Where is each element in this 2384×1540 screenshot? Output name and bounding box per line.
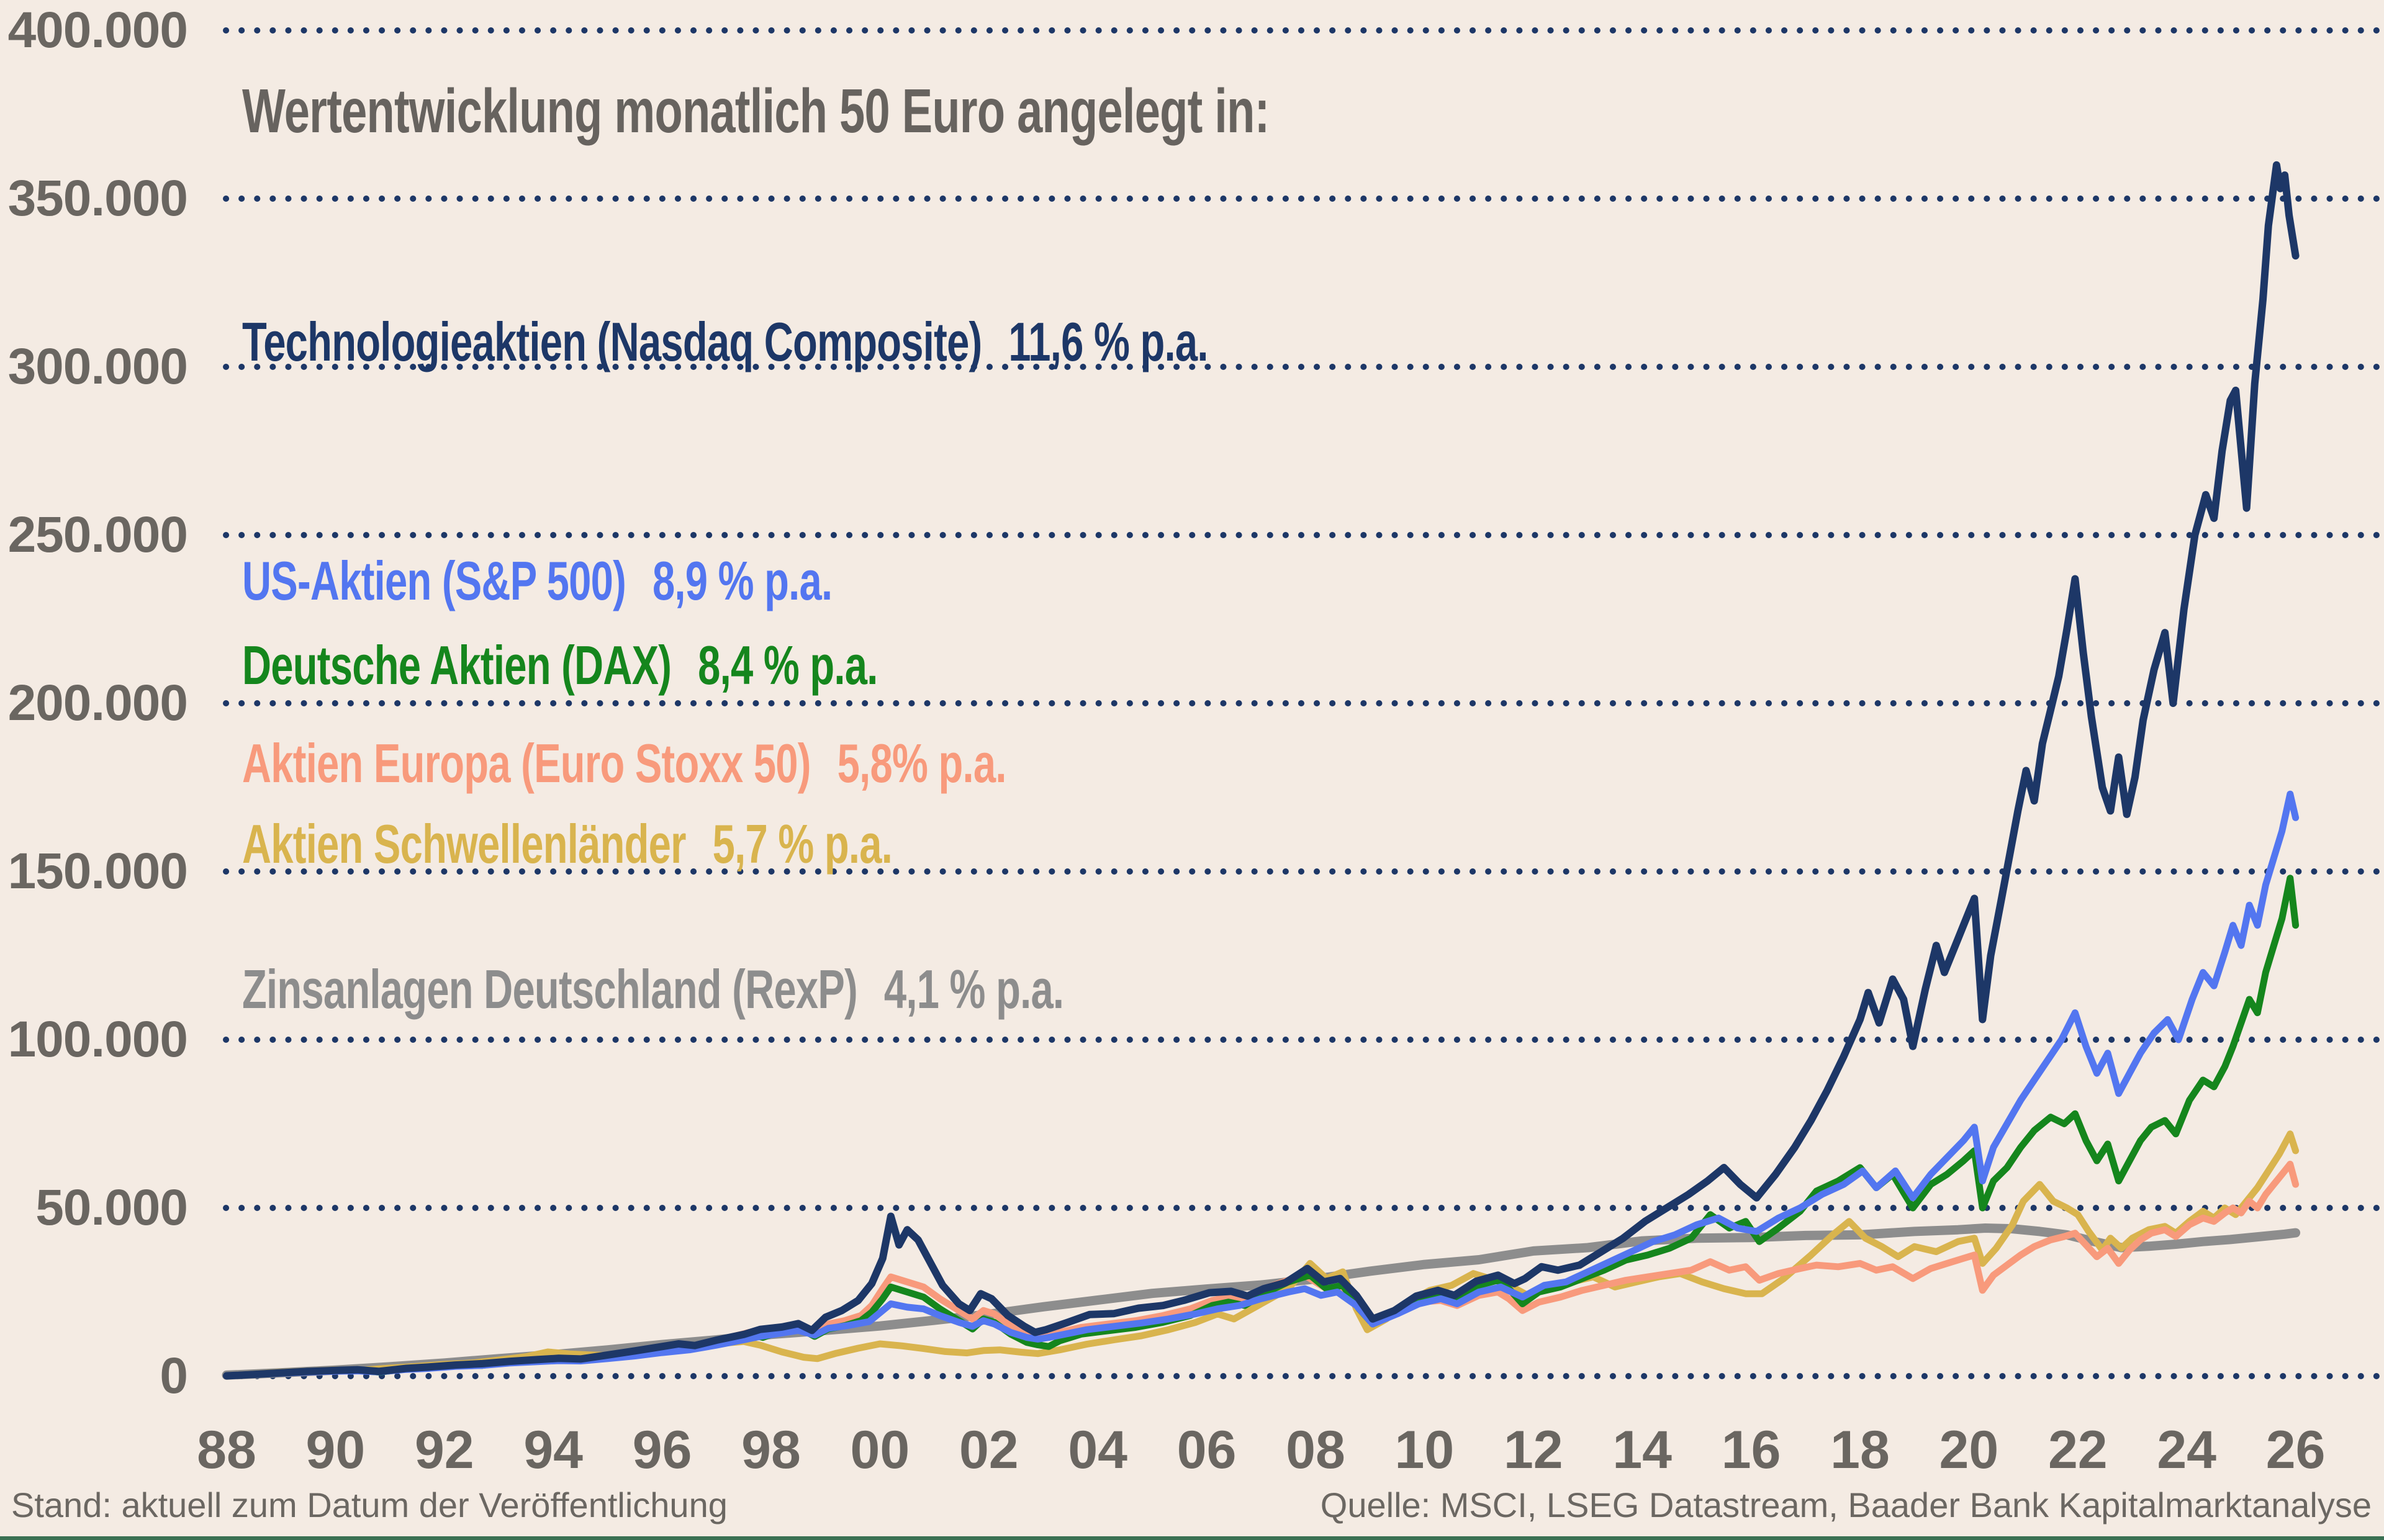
gridlines [223,27,2380,1379]
legend-item-nasdaq: Technologieaktien (Nasdaq Composite) 11,6… [242,315,1208,369]
legend-item-rexp: Zinsanlagen Deutschland (RexP) 4,1 % p.a. [242,962,1064,1017]
y-tick-label: 100.000 [7,1011,188,1068]
y-tick-label: 300.000 [7,338,188,395]
legend-rate-sp500: 8,9 % p.a. [652,550,833,611]
y-tick-label: 400.000 [7,2,188,58]
legend-item-eurostoxx: Aktien Europa (Euro Stoxx 50) 5,8% p.a. [242,736,1006,791]
legend-rate-nasdaq: 11,6 % p.a. [1008,311,1208,372]
x-tick-label: 24 [2157,1420,2217,1480]
legend-label-dax: Deutsche Aktien (DAX) [242,634,672,696]
y-tick-label: 150.000 [7,843,188,899]
y-tick-label: 250.000 [7,507,188,563]
chart-title: Wertentwicklung monatlich 50 Euro angele… [242,76,1270,146]
x-tick-label: 16 [1721,1420,1781,1480]
x-tick-label: 18 [1830,1420,1890,1480]
legend-rate-em: 5,7 % p.a. [712,813,893,875]
x-tick-label: 26 [2265,1420,2326,1480]
x-tick-label: 10 [1394,1420,1455,1480]
y-tick-label: 350.000 [7,170,188,227]
y-tick-label: 50.000 [35,1179,188,1236]
x-tick-label: 96 [632,1420,692,1480]
y-tick-label: 200.000 [7,675,188,731]
source-note: Quelle: MSCI, LSEG Datastream, Baader Ba… [1320,1485,2372,1524]
legend-item-em: Aktien Schwellenländer 5,7 % p.a. [242,817,893,871]
legend-label-sp500: US-Aktien (S&P 500) [242,550,626,611]
series-lines [222,161,2301,1380]
x-tick-label: 12 [1503,1420,1563,1480]
series-line-sp500 [223,790,2300,1379]
x-tick-label: 20 [1939,1420,1999,1480]
x-tick-label: 02 [959,1420,1019,1480]
legend-rate-rexp: 4,1 % p.a. [883,958,1064,1020]
legend-item-dax: Deutsche Aktien (DAX) 8,4 % p.a. [242,638,878,693]
x-tick-label: 22 [2048,1420,2108,1480]
x-tick-label: 00 [850,1420,910,1480]
legend-rate-dax: 8,4 % p.a. [698,634,878,696]
legend-label-eurostoxx: Aktien Europa (Euro Stoxx 50) [242,732,811,794]
series-line-nasdaq [223,161,2300,1380]
x-tick-label: 88 [197,1420,256,1480]
x-tick-label: 90 [305,1420,366,1480]
status-note: Stand: aktuell zum Datum der Veröffentli… [11,1485,728,1524]
x-tick-label: 04 [1068,1420,1128,1480]
y-tick-label: 0 [160,1348,188,1404]
x-tick-label: 06 [1176,1420,1237,1480]
legend-label-rexp: Zinsanlagen Deutschland (RexP) [242,958,858,1020]
legend-label-em: Aktien Schwellenländer [242,813,686,875]
x-tick-label: 08 [1286,1420,1345,1480]
x-tick-label: 94 [523,1420,584,1480]
legend-item-sp500: US-Aktien (S&P 500) 8,9 % p.a. [242,554,833,608]
legend-rate-eurostoxx: 5,8% p.a. [837,732,1007,794]
x-tick-label: 98 [741,1420,801,1480]
x-tick-label: 92 [414,1420,474,1480]
bottom-accent-bar [0,1536,2384,1540]
legend-label-nasdaq: Technologieaktien (Nasdaq Composite) [242,311,982,372]
x-tick-label: 14 [1612,1420,1673,1480]
